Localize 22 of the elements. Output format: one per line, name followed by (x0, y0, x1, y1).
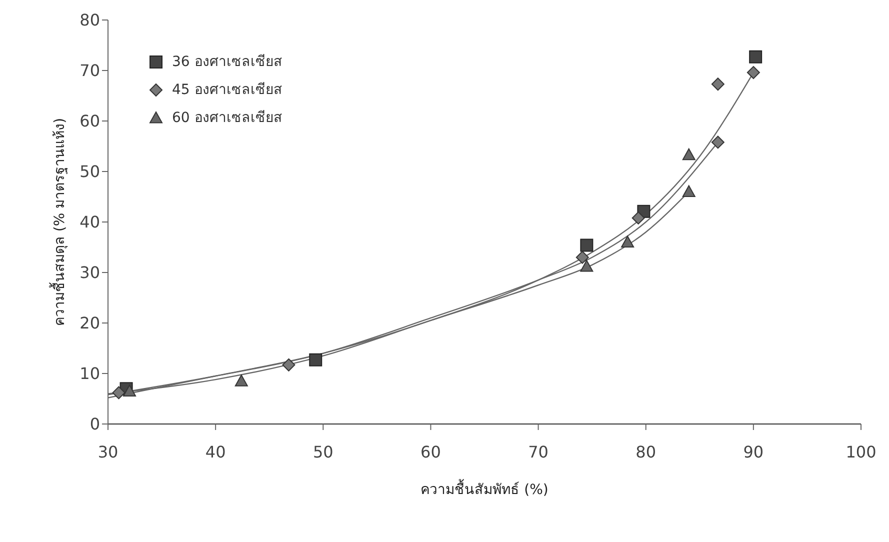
x-tick-label: 30 (98, 442, 118, 462)
y-axis-title: ความชื้นสมดุล (% มาตรฐานแห้ง) (48, 118, 68, 326)
x-tick-label: 80 (636, 442, 656, 462)
y-tick-label: 50 (80, 162, 100, 182)
legend-label: 36 องศาเซลเซียส (172, 53, 282, 72)
x-axis-title: ความชื้นสัมพัทธ์ (%) (420, 479, 548, 498)
x-tick-label: 50 (312, 442, 334, 462)
y-tick-label: 40 (80, 212, 100, 232)
x-tick-label: 90 (743, 442, 764, 462)
legend-label: 45 องศาเซลเซียส (172, 81, 282, 100)
y-tick-label: 30 (80, 263, 100, 282)
x-tick-label: 70 (528, 442, 548, 462)
y-tick-label: 0 (90, 414, 100, 434)
y-tick-label: 70 (80, 61, 100, 80)
x-tick-label: 40 (205, 442, 226, 462)
y-tick-label: 60 (80, 112, 100, 131)
y-tick-label: 80 (80, 10, 100, 30)
y-tick-label: 20 (80, 314, 100, 333)
y-tick-label: 10 (80, 364, 100, 384)
legend-label: 60 องศาเซลเซียส (172, 109, 282, 128)
x-tick-label: 60 (420, 442, 441, 462)
x-tick-label: 100 (846, 442, 876, 462)
